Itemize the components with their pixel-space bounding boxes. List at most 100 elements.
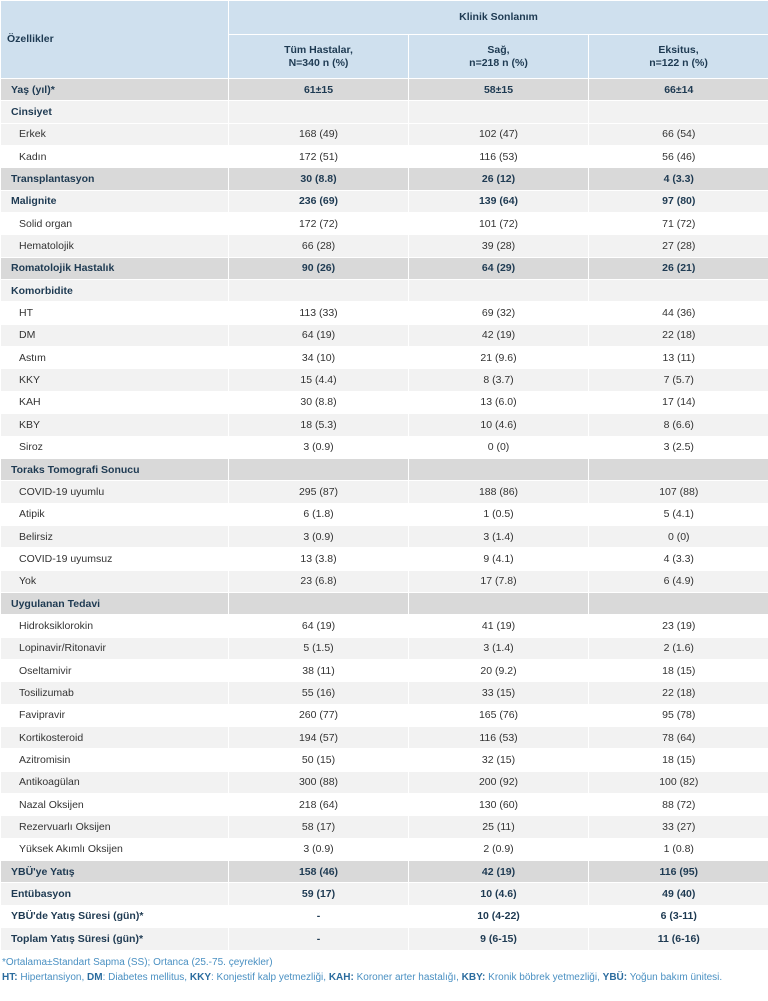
cell-dead <box>587 100 768 124</box>
cell-alive: 25 (11) <box>408 815 589 839</box>
cell-all: 168 (49) <box>228 122 409 146</box>
cell-dead: 100 (82) <box>587 770 768 794</box>
cell-alive: 9 (4.1) <box>408 547 589 571</box>
cell-dead: 6 (3-11) <box>587 904 768 928</box>
cell-all: 236 (69) <box>228 189 409 213</box>
cell-alive: 130 (60) <box>408 792 589 816</box>
table-row: DM 64 (19) 42 (19) 22 (18) <box>0 323 768 347</box>
cell-all: 13 (3.8) <box>228 547 409 571</box>
cell-all: 15 (4.4) <box>228 368 409 392</box>
row-label: Oseltamivir <box>0 658 229 682</box>
table-row: KKY 15 (4.4) 8 (3.7) 7 (5.7) <box>0 368 768 392</box>
header-exitus: Eksitus, n=122 n (%) <box>587 34 768 79</box>
row-label: DM <box>0 323 229 347</box>
cell-dead: 26 (21) <box>587 256 768 280</box>
table-row: Komorbidite <box>0 279 768 302</box>
cell-alive: 116 (53) <box>408 145 589 168</box>
cell-dead: 78 (64) <box>587 725 768 749</box>
cell-all: 64 (19) <box>228 323 409 347</box>
row-label: Toplam Yatış Süresi (gün)* <box>0 927 229 950</box>
table-row: Transplantasyon 30 (8.8) 26 (12) 4 (3.3) <box>0 167 768 191</box>
cell-alive: 32 (15) <box>408 748 589 772</box>
abbreviation-term: KBY: <box>461 971 486 983</box>
cell-all: 30 (8.8) <box>228 390 409 414</box>
cell-all <box>228 591 409 615</box>
cell-dead: 5 (4.1) <box>587 502 768 526</box>
abbreviation-term: KKY <box>189 971 211 983</box>
row-label: Malignite <box>0 189 229 213</box>
cell-all: 295 (87) <box>228 480 409 504</box>
cell-alive: 165 (76) <box>408 703 589 727</box>
cell-dead: 8 (6.6) <box>587 413 768 436</box>
table-row: Erkek 168 (49) 102 (47) 66 (54) <box>0 122 768 146</box>
row-label: Tosilizumab <box>0 681 229 705</box>
cell-all: 58 (17) <box>228 815 409 839</box>
cell-all: 5 (1.5) <box>228 636 409 660</box>
abbreviation-term: DM <box>87 971 103 983</box>
cell-dead: 22 (18) <box>587 323 768 347</box>
header-alive: Sağ, n=218 n (%) <box>408 34 589 79</box>
cell-dead: 33 (27) <box>587 815 768 839</box>
cell-all: 59 (17) <box>228 882 409 906</box>
table-row: Kadın 172 (51) 116 (53) 56 (46) <box>0 145 768 168</box>
abbreviation-term: HT: <box>2 971 18 983</box>
table-row: Yaş (yıl)* 61±15 58±15 66±14 <box>0 77 768 101</box>
cell-all: 38 (11) <box>228 658 409 682</box>
table-row: Nazal Oksijen 218 (64) 130 (60) 88 (72) <box>0 792 768 816</box>
cell-alive <box>408 457 589 481</box>
table-row: KAH 30 (8.8) 13 (6.0) 17 (14) <box>0 390 768 414</box>
abbreviation-definition: Kronik böbrek yetmezliği, <box>485 971 603 983</box>
row-label: YBÜ'de Yatış Süresi (gün)* <box>0 904 229 928</box>
row-label: Cinsiyet <box>0 100 229 124</box>
cell-dead: 4 (3.3) <box>587 167 768 191</box>
cell-all: 61±15 <box>228 77 409 101</box>
row-label: Rezervuarlı Oksijen <box>0 815 229 839</box>
cell-dead: 49 (40) <box>587 882 768 906</box>
table-row: KBY 18 (5.3) 10 (4.6) 8 (6.6) <box>0 413 768 436</box>
cell-dead: 18 (15) <box>587 658 768 682</box>
cell-all: 64 (19) <box>228 614 409 638</box>
row-label: Entübasyon <box>0 882 229 906</box>
cell-alive: 116 (53) <box>408 725 589 749</box>
cell-all: 50 (15) <box>228 748 409 772</box>
cell-all: 3 (0.9) <box>228 435 409 459</box>
row-label: Hidroksiklorokin <box>0 614 229 638</box>
cell-dead: 6 (4.9) <box>587 569 768 593</box>
cell-alive: 39 (28) <box>408 234 589 258</box>
cell-alive: 0 (0) <box>408 435 589 459</box>
row-label: COVID-19 uyumlu <box>0 480 229 504</box>
cell-alive: 2 (0.9) <box>408 837 589 861</box>
footnotes: *Ortalama±Standart Sapma (SS); Ortanca (… <box>0 950 768 985</box>
table-row: Cinsiyet <box>0 100 768 124</box>
table-row: Belirsiz 3 (0.9) 3 (1.4) 0 (0) <box>0 524 768 548</box>
cell-alive <box>408 100 589 124</box>
header-clinical-outcome: Klinik Sonlanım <box>227 0 768 35</box>
cell-all: 3 (0.9) <box>228 524 409 548</box>
row-label: HT <box>0 301 229 325</box>
cell-dead: 2 (1.6) <box>587 636 768 660</box>
cell-alive: 26 (12) <box>408 167 589 191</box>
cell-all: 18 (5.3) <box>228 413 409 436</box>
table-row: Favipravir 260 (77) 165 (76) 95 (78) <box>0 703 768 727</box>
abbreviation-definition: : Diabetes mellitus, <box>102 971 190 983</box>
table-row: Kortikosteroid 194 (57) 116 (53) 78 (64) <box>0 725 768 749</box>
table-row: HT 113 (33) 69 (32) 44 (36) <box>0 301 768 325</box>
cell-all: - <box>228 927 409 950</box>
cell-dead: 56 (46) <box>587 145 768 168</box>
cell-dead: 1 (0.8) <box>587 837 768 861</box>
table-row: Astım 34 (10) 21 (9.6) 13 (11) <box>0 346 768 369</box>
cell-all: 3 (0.9) <box>228 837 409 861</box>
table-row: Lopinavir/Ritonavir 5 (1.5) 3 (1.4) 2 (1.6) <box>0 636 768 660</box>
table-row: Uygulanan Tedavi <box>0 591 768 615</box>
cell-alive: 17 (7.8) <box>408 569 589 593</box>
cell-alive: 200 (92) <box>408 770 589 794</box>
table-row: Atipik 6 (1.8) 1 (0.5) 5 (4.1) <box>0 502 768 526</box>
cell-all <box>228 279 409 302</box>
table-row: Malignite 236 (69) 139 (64) 97 (80) <box>0 189 768 213</box>
row-label: Yok <box>0 569 229 593</box>
cell-all: 260 (77) <box>228 703 409 727</box>
abbreviation-term: YBÜ: <box>602 971 628 983</box>
cell-all: 90 (26) <box>228 256 409 280</box>
cell-all: - <box>228 904 409 928</box>
cell-alive: 3 (1.4) <box>408 524 589 548</box>
